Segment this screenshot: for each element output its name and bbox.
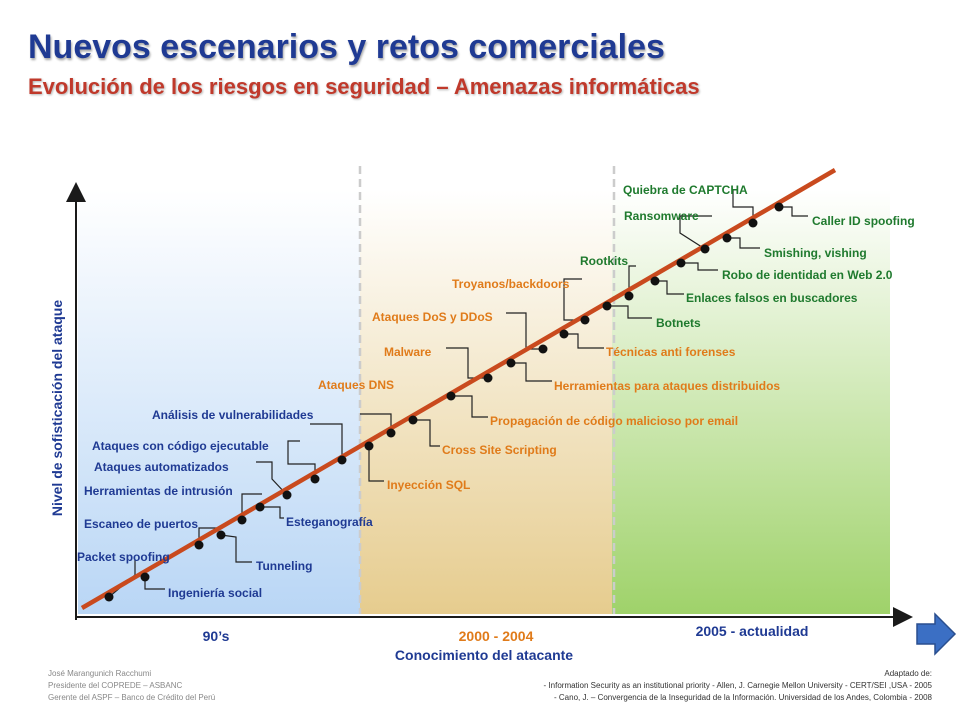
dot-tunneling	[216, 530, 226, 540]
period-band-3	[612, 190, 890, 614]
period-label-2: 2000 - 2004	[459, 628, 534, 644]
threat-label-quiebra-de-captcha: Quiebra de CAPTCHA	[623, 183, 748, 197]
dot-malware	[483, 373, 493, 383]
dot-ataques-con-codigo-ejecutable	[310, 474, 320, 484]
dot-robo-de-identidad-en-web-2-0	[676, 258, 686, 268]
threat-label-ingenieria-social: Ingeniería social	[168, 586, 262, 600]
citation-1: - Information Security as an institution…	[543, 681, 932, 690]
dot-ataques-dns	[386, 428, 396, 438]
leader-robo-de-identidad-en-web-2-0	[681, 262, 718, 271]
dot-quiebra-de-captcha	[748, 218, 758, 228]
threat-label-enlaces-falsos-en-buscadores: Enlaces falsos en buscadores	[686, 291, 858, 305]
leader-esteganografia	[260, 506, 284, 519]
leader-rootkits	[628, 265, 636, 296]
next-slide-button[interactable]	[915, 612, 957, 656]
threat-label-caller-id-spoofing: Caller ID spoofing	[812, 214, 915, 228]
dot-ataques-dos-y-ddos	[538, 344, 548, 354]
leader-ataques-dos-y-ddos	[506, 312, 543, 350]
leader-quiebra-de-captcha	[732, 190, 754, 223]
threat-label-packet-spoofing: Packet spoofing	[77, 550, 170, 564]
dot-tecnicas-anti-forenses	[559, 329, 569, 339]
arrow-right-icon	[916, 612, 957, 656]
threat-label-ransomware: Ransomware	[624, 209, 699, 223]
leader-analisis-de-vulnerabilidades	[310, 423, 343, 460]
threat-label-inyeccion-sql: Inyección SQL	[387, 478, 470, 492]
leader-ransomware	[727, 237, 760, 249]
trend-line	[80, 168, 837, 610]
leader-enlaces-falsos-en-buscadores	[655, 280, 684, 295]
dot-escaneo-de-puertos	[194, 540, 204, 550]
threat-label-herramientas-para-ataques-distribuidos: Herramientas para ataques distribuidos	[554, 379, 780, 393]
period-label-1: 90’s	[203, 628, 230, 644]
dot-esteganografia	[255, 502, 265, 512]
presenter-role-1: Presidente del COPREDE – ASBANC	[48, 681, 183, 690]
source-citation: Adaptado de: - Information Security as a…	[544, 668, 932, 704]
dot-ataques-automatizados	[282, 490, 292, 500]
presenter-name: José Marangunich Racchumi	[48, 669, 152, 678]
leader-ataques-automatizados	[256, 461, 288, 496]
dot-herramientas-de-intrusion	[237, 515, 247, 525]
threat-label-robo-de-identidad-en-web-2-0: Robo de identidad en Web 2.0	[722, 268, 893, 282]
dot-herramientas-para-ataques-distribuidos	[506, 358, 516, 368]
dot-propagacion-de-codigo-malicioso-por-email	[446, 391, 456, 401]
threat-label-propagacion-de-codigo-malicioso-por-email: Propagación de código malicioso por emai…	[490, 414, 738, 428]
leader-herramientas-de-intrusion	[241, 493, 262, 520]
leader-tecnicas-anti-forenses	[564, 333, 604, 349]
period-band-2	[360, 190, 612, 614]
leader-ataques-con-codigo-ejecutable	[287, 440, 316, 479]
dot-ingenieria-social	[140, 572, 150, 582]
threat-label-smishing-vishing: Smishing, vishing	[764, 246, 867, 260]
leader-caller-id-spoofing	[779, 206, 808, 217]
citation-heading: Adaptado de:	[884, 669, 932, 678]
period-band-1	[78, 190, 360, 614]
citation-2: - Cano, J. – Convergencia de la Inseguri…	[554, 693, 932, 702]
leader-botnets	[607, 305, 652, 319]
threat-label-troyanos-backdoors: Troyanos/backdoors	[452, 277, 570, 291]
threat-label-analisis-de-vulnerabilidades: Análisis de vulnerabilidades	[152, 408, 314, 422]
dot-inyeccion-sql	[364, 441, 374, 451]
threat-label-cross-site-scripting: Cross Site Scripting	[442, 443, 557, 457]
leader-herramientas-para-ataques-distribuidos	[511, 362, 552, 382]
dot-troyanos-backdoors	[580, 315, 590, 325]
page-subtitle: Evolución de los riesgos en seguridad – …	[28, 74, 700, 99]
presenter-role-2: Gerente del ASPF – Banco de Crédito del …	[48, 693, 216, 702]
threat-label-esteganografia: Esteganografía	[286, 515, 373, 529]
dot-caller-id-spoofing	[774, 202, 784, 212]
dot-packet-spoofing	[104, 592, 114, 602]
threat-label-malware: Malware	[384, 345, 432, 359]
threat-label-escaneo-de-puertos: Escaneo de puertos	[84, 517, 198, 531]
y-axis-label: Nivel de sofisticación del ataque	[49, 300, 65, 517]
dot-analisis-de-vulnerabilidades	[337, 455, 347, 465]
page-title: Nuevos escenarios y retos comerciales	[28, 28, 665, 66]
threat-label-tecnicas-anti-forenses: Técnicas anti forenses	[606, 345, 736, 359]
x-axis-label: Conocimiento del atacante	[395, 647, 573, 663]
threat-label-ataques-dos-y-ddos: Ataques DoS y DDoS	[372, 310, 493, 324]
dot-smishing-vishing	[700, 244, 710, 254]
dot-enlaces-falsos-en-buscadores	[650, 276, 660, 286]
threat-label-ataques-con-codigo-ejecutable: Ataques con código ejecutable	[92, 439, 269, 453]
leader-inyeccion-sql	[368, 446, 384, 482]
dot-botnets	[602, 301, 612, 311]
threat-label-ataques-dns: Ataques DNS	[318, 378, 394, 392]
leader-cross-site-scripting	[413, 419, 440, 447]
leader-tunneling	[220, 534, 252, 563]
dot-cross-site-scripting	[408, 415, 418, 425]
dot-ransomware	[722, 233, 732, 243]
threat-label-tunneling: Tunneling	[256, 559, 312, 573]
threat-label-ataques-automatizados: Ataques automatizados	[94, 460, 229, 474]
threat-label-herramientas-de-intrusion: Herramientas de intrusión	[84, 484, 233, 498]
presenter-info: José Marangunich Racchumi Presidente del…	[48, 668, 215, 704]
period-label-3: 2005 - actualidad	[696, 623, 809, 639]
threat-label-botnets: Botnets	[656, 316, 701, 330]
threat-label-rootkits: Rootkits	[580, 254, 628, 268]
leader-propagacion-de-codigo-malicioso-por-email	[451, 395, 488, 418]
leader-smishing-vishing	[679, 215, 712, 250]
dot-rootkits	[624, 291, 634, 301]
